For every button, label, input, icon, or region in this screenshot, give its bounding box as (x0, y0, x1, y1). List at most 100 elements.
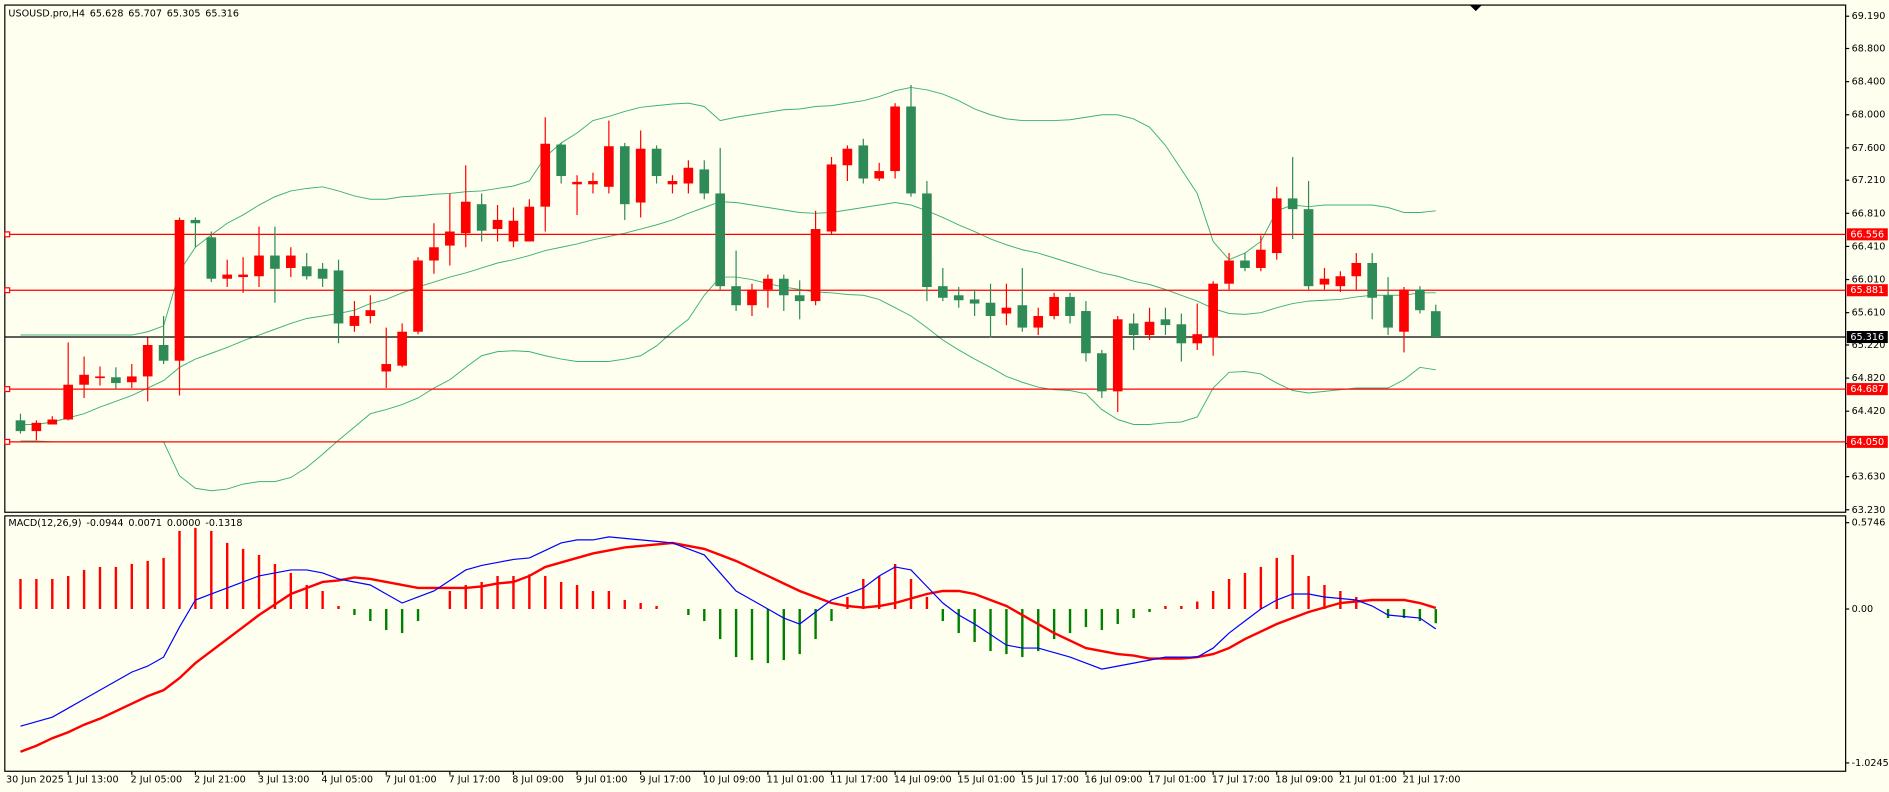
candle-body (1351, 262, 1362, 277)
main-panel-frame (4, 4, 1847, 513)
candle-body (1430, 311, 1441, 338)
candle-body (222, 274, 233, 279)
y-tick-label: 63.230 (1852, 505, 1886, 516)
candle-body (715, 193, 726, 287)
x-tick-label: 18 Jul 09:00 (1276, 775, 1334, 786)
level-label-box (1846, 383, 1888, 396)
candle-body (79, 374, 89, 385)
candle-body (1367, 262, 1377, 298)
level-marker (4, 231, 11, 238)
low-readout: 65.305 (167, 9, 201, 20)
candle-body (1287, 198, 1298, 210)
y-tick-label: 67.210 (1852, 175, 1886, 186)
candle-body (588, 181, 598, 185)
candle-body (1049, 296, 1059, 316)
candle-body (874, 171, 885, 179)
x-tick-label: 21 Jul 01:00 (1339, 775, 1397, 786)
candle-body (413, 260, 423, 332)
candle-body (301, 266, 312, 277)
candle-body (1065, 296, 1075, 316)
candle-body (1335, 276, 1346, 287)
candle-body (906, 106, 916, 194)
candle-body (126, 376, 137, 383)
candle-body (349, 315, 360, 326)
candle-body (286, 255, 296, 268)
macd-panel-frame (4, 515, 1847, 772)
histogram-readout: -0.0944 (86, 518, 123, 529)
candle-body (63, 384, 74, 420)
open-readout: 65.628 (90, 9, 124, 20)
x-tick-label: 17 Jul 17:00 (1212, 775, 1270, 786)
candle-body (667, 181, 678, 185)
x-tick-label: 9 Jul 01:00 (576, 775, 628, 786)
candle-body (158, 344, 169, 361)
candle-body (524, 206, 535, 242)
last-price-box (1846, 331, 1888, 344)
x-tick-label: 7 Jul 17:00 (449, 775, 501, 786)
candle-body (699, 169, 710, 194)
candle-body (397, 331, 407, 366)
candle-body (747, 289, 757, 306)
candle-body (556, 144, 566, 177)
level-label-box (1846, 284, 1888, 297)
level-label: 65.881 (1850, 285, 1884, 296)
candle-body (731, 286, 741, 306)
candle-body (1415, 289, 1425, 311)
bollinger-band (20, 201, 1436, 425)
x-tick-label: 15 Jul 17:00 (1021, 775, 1079, 786)
candle-body (651, 148, 662, 177)
candle-body (1176, 324, 1187, 344)
x-tick-label: 3 Jul 13:00 (258, 775, 310, 786)
candle-body (810, 229, 821, 302)
candle-body (953, 295, 964, 301)
x-tick-label: 2 Jul 21:00 (194, 775, 246, 786)
y-tick-label: 0.5746 (1852, 518, 1886, 529)
candle-body (572, 181, 582, 185)
shift-marker (1469, 5, 1482, 12)
x-tick-label: 2 Jul 05:00 (131, 775, 183, 786)
candle-body (1144, 321, 1155, 336)
level-marker (4, 287, 11, 294)
close-readout: 65.316 (205, 9, 239, 20)
level-label: 66.556 (1850, 229, 1884, 240)
candle-body (492, 219, 503, 230)
y-tick-label: 65.610 (1852, 308, 1886, 319)
candle-body (683, 167, 694, 184)
extra-readout: 0.0000 (167, 518, 201, 529)
y-tick-label: 64.820 (1852, 373, 1886, 384)
candle-body (333, 270, 344, 324)
candle-body (1319, 278, 1330, 285)
x-tick-label: 16 Jul 09:00 (1085, 775, 1143, 786)
candle-body (969, 299, 980, 304)
macd-readout: -0.1318 (205, 518, 242, 529)
candle-body (1208, 283, 1218, 338)
candle-body (95, 376, 105, 379)
candle-body (794, 295, 805, 302)
x-start-label: 30 Jun 2025 (6, 775, 64, 786)
candle-body (142, 344, 153, 377)
candle-body (778, 278, 789, 296)
candle-body (190, 219, 201, 224)
symbol: USOUSD.pro,H4 (8, 9, 85, 20)
x-tick-label: 8 Jul 09:00 (512, 775, 564, 786)
candle-body (174, 219, 185, 361)
indicator-title: MACD(12,26,9) (8, 518, 81, 529)
y-tick-label: 69.190 (1852, 11, 1886, 22)
candle-body (858, 145, 869, 179)
x-tick-label: 21 Jul 17:00 (1403, 775, 1461, 786)
candle-body (1224, 260, 1234, 284)
x-tick-label: 11 Jul 01:00 (767, 775, 825, 786)
bollinger-band (20, 276, 1436, 492)
candle-body (460, 201, 471, 234)
y-tick-label: 65.220 (1852, 340, 1886, 351)
y-tick-label: 68.000 (1852, 110, 1886, 121)
y-tick-label: 64.420 (1852, 406, 1886, 417)
candle-body (1399, 289, 1409, 332)
y-tick-label: 66.810 (1852, 208, 1886, 219)
y-tick-label: 67.600 (1852, 143, 1886, 154)
candle-body (1097, 353, 1107, 392)
last-price-label: 65.316 (1850, 332, 1884, 343)
level-marker (4, 438, 11, 445)
